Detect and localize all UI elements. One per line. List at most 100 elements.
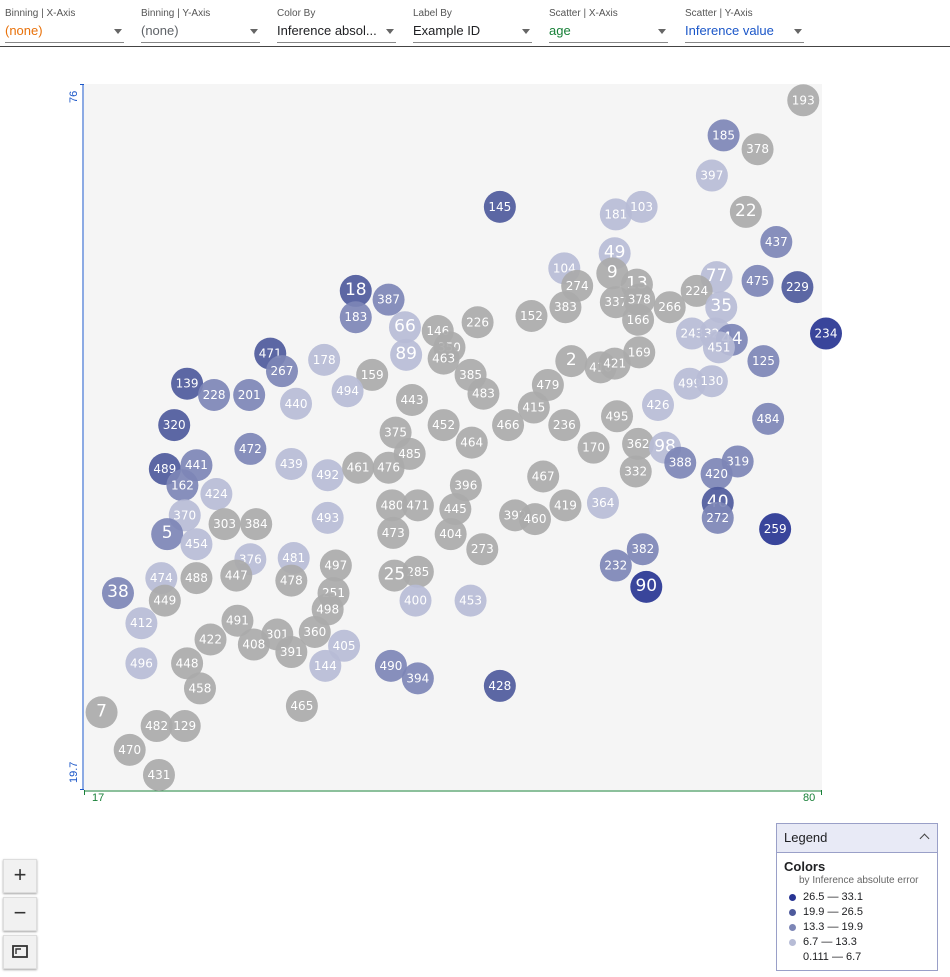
point-marker[interactable] — [599, 286, 632, 319]
point-marker[interactable] — [642, 389, 674, 422]
data-point[interactable]: 460 — [519, 503, 551, 536]
point-marker[interactable] — [619, 455, 652, 488]
data-point[interactable]: 181 — [599, 198, 632, 231]
data-point[interactable]: 440 — [280, 387, 313, 420]
point-marker[interactable] — [183, 672, 216, 705]
point-marker[interactable] — [741, 264, 774, 297]
point-marker[interactable] — [626, 533, 659, 566]
data-point[interactable]: 193 — [787, 84, 820, 117]
point-marker[interactable] — [319, 549, 352, 582]
point-marker[interactable] — [339, 274, 372, 307]
data-point[interactable]: 396 — [449, 469, 482, 502]
data-point[interactable]: 447 — [220, 559, 253, 592]
chevron-up-icon[interactable] — [919, 833, 930, 844]
data-point[interactable]: 391 — [275, 636, 308, 669]
point-marker[interactable] — [700, 457, 733, 490]
point-marker[interactable] — [280, 387, 313, 420]
data-point[interactable]: 139 — [171, 367, 204, 400]
point-marker[interactable] — [151, 518, 184, 551]
data-point[interactable]: 421 — [598, 347, 631, 380]
point-marker[interactable] — [598, 347, 631, 380]
point-marker[interactable] — [760, 226, 793, 259]
point-marker[interactable] — [653, 291, 686, 324]
data-point[interactable]: 378 — [741, 133, 774, 166]
data-point[interactable]: 185 — [707, 119, 740, 152]
data-point[interactable]: 178 — [308, 343, 341, 376]
point-marker[interactable] — [517, 391, 550, 424]
point-marker[interactable] — [342, 451, 375, 484]
point-marker[interactable] — [142, 758, 175, 791]
point-marker[interactable] — [285, 689, 318, 722]
point-marker[interactable] — [311, 459, 344, 492]
data-point[interactable]: 491 — [221, 604, 254, 637]
point-marker[interactable] — [220, 559, 253, 592]
point-marker[interactable] — [781, 271, 814, 304]
data-point[interactable]: 228 — [198, 378, 231, 411]
point-marker[interactable] — [454, 584, 487, 617]
color-by-dropdown[interactable]: Color By Inference absol... — [277, 8, 396, 43]
data-point[interactable]: 495 — [601, 400, 633, 433]
data-point[interactable]: 388 — [664, 446, 697, 479]
data-point[interactable]: 384 — [240, 508, 273, 541]
point-marker[interactable] — [625, 190, 658, 223]
data-point[interactable]: 320 — [158, 409, 191, 442]
point-marker[interactable] — [810, 317, 842, 350]
point-marker[interactable] — [630, 570, 663, 603]
point-marker[interactable] — [548, 409, 581, 442]
data-point[interactable]: 382 — [626, 533, 659, 566]
data-point[interactable]: 405 — [328, 629, 361, 662]
point-marker[interactable] — [356, 358, 389, 391]
data-point[interactable]: 9 — [596, 257, 629, 290]
point-marker[interactable] — [198, 378, 231, 411]
data-point[interactable]: 183 — [339, 301, 372, 334]
data-point[interactable]: 449 — [148, 584, 181, 617]
data-point[interactable]: 443 — [396, 384, 428, 417]
point-marker[interactable] — [695, 159, 728, 192]
point-marker[interactable] — [492, 409, 525, 442]
point-marker[interactable] — [527, 460, 560, 493]
point-marker[interactable] — [166, 469, 199, 502]
data-point[interactable]: 129 — [168, 710, 201, 743]
point-marker[interactable] — [675, 317, 708, 350]
data-point[interactable]: 488 — [180, 562, 213, 595]
data-point[interactable]: 232 — [599, 549, 632, 582]
point-marker[interactable] — [401, 662, 434, 695]
point-marker[interactable] — [125, 607, 158, 640]
data-point[interactable]: 285 — [401, 555, 434, 588]
point-marker[interactable] — [399, 584, 432, 617]
point-marker[interactable] — [388, 311, 421, 344]
point-marker[interactable] — [208, 508, 241, 541]
point-marker[interactable] — [331, 375, 364, 408]
data-point[interactable]: 466 — [492, 409, 525, 442]
point-marker[interactable] — [168, 710, 201, 743]
point-marker[interactable] — [194, 623, 227, 656]
data-point[interactable]: 467 — [527, 460, 560, 493]
point-marker[interactable] — [427, 409, 460, 442]
point-marker[interactable] — [599, 198, 632, 231]
scatter-y-dropdown[interactable]: Scatter | Y-Axis Inference value — [685, 8, 804, 43]
point-marker[interactable] — [275, 564, 308, 597]
data-point[interactable]: 35 — [705, 291, 738, 324]
data-point[interactable]: 387 — [372, 283, 405, 316]
data-point[interactable]: 490 — [374, 649, 407, 682]
data-point[interactable]: 145 — [483, 190, 516, 223]
point-marker[interactable] — [622, 303, 655, 336]
point-marker[interactable] — [461, 306, 494, 339]
data-point[interactable]: 236 — [548, 409, 581, 442]
point-marker[interactable] — [377, 516, 410, 549]
point-marker[interactable] — [467, 377, 500, 410]
data-point[interactable]: 18 — [339, 274, 372, 307]
data-point[interactable]: 103 — [625, 190, 658, 223]
data-point[interactable]: 169 — [623, 336, 656, 369]
point-marker[interactable] — [339, 301, 372, 334]
point-marker[interactable] — [125, 647, 158, 680]
point-marker[interactable] — [234, 432, 267, 465]
data-point[interactable]: 437 — [760, 226, 793, 259]
data-point[interactable]: 303 — [208, 508, 241, 541]
data-point[interactable]: 273 — [466, 533, 499, 566]
data-point[interactable]: 383 — [549, 291, 582, 324]
data-point[interactable]: 476 — [372, 451, 405, 484]
point-marker[interactable] — [148, 584, 181, 617]
data-point[interactable]: 494 — [331, 375, 364, 408]
